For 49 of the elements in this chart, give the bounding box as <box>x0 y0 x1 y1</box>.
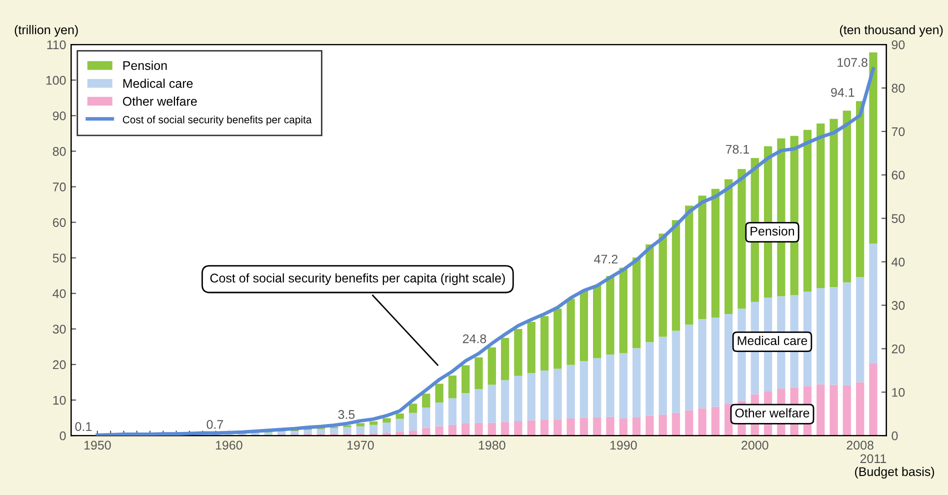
y-tick-label: 0 <box>60 431 66 440</box>
legend-label: Other welfare <box>122 96 197 106</box>
y-tick-label: 20 <box>52 360 66 370</box>
total-label: 78.1 <box>726 144 750 154</box>
total-label: 47.2 <box>594 254 618 264</box>
x-tick-label: 2000 <box>742 440 768 450</box>
y-tick-label: 60 <box>52 218 66 227</box>
y2-tick-label: 20 <box>892 344 905 354</box>
x-tick-label: 2011 <box>860 454 886 464</box>
total-label: 94.1 <box>831 88 854 97</box>
x-tick-label: 2008 <box>846 440 874 450</box>
y2-tick-label: 70 <box>892 127 905 136</box>
y-tick-label: 70 <box>52 182 66 192</box>
x-tick-label: 1990 <box>610 440 637 450</box>
total-label: 3.5 <box>338 410 355 419</box>
y2-tick-label: 10 <box>892 388 905 397</box>
annotation: Cost of social security benefits per capita (right scale) <box>210 273 505 286</box>
x-tick-label: 1970 <box>347 440 374 450</box>
legend-label: Medical care <box>123 78 193 88</box>
annotation: Other welfare <box>735 408 810 418</box>
y2-tick-label: 40 <box>892 258 905 266</box>
y2-tick-label: 50 <box>892 214 905 223</box>
y-tick-label: 50 <box>52 254 66 262</box>
text: (Budget basis) <box>855 466 934 479</box>
y-tick-label: 80 <box>52 147 66 156</box>
y-tick-label: 90 <box>52 111 66 120</box>
y2-tick-label: 80 <box>892 84 905 93</box>
y2-tick-label: 90 <box>892 40 905 50</box>
y-tick-label: 30 <box>52 324 66 334</box>
y-tick-label: 40 <box>52 289 66 298</box>
total-label: 24.8 <box>462 334 486 344</box>
annotation: Medical care <box>738 336 808 346</box>
total-label: 107.8 <box>838 58 868 67</box>
y-tick-label: 10 <box>53 396 66 405</box>
y2-tick-label: 30 <box>892 301 905 310</box>
annotation: Pension <box>750 226 794 236</box>
y-tick-label: 100 <box>46 76 66 85</box>
y-axis-title: (trillion yen) <box>14 25 78 37</box>
legend-label: Pension <box>123 60 167 70</box>
x-tick-label: 1980 <box>478 440 506 450</box>
legend-label: Cost of social security benefits per capita <box>122 116 312 126</box>
x-tick-label: 1950 <box>84 440 111 450</box>
y-tick-label: 110 <box>47 40 66 50</box>
total-label: 0.1 <box>75 422 92 431</box>
x-tick-label: 1960 <box>216 440 242 450</box>
y2-tick-label: 60 <box>892 170 905 180</box>
total-label: 0.7 <box>206 420 224 429</box>
y2-tick-label: 0 <box>892 431 898 440</box>
y2-axis-title: (ten thousand yen) <box>840 25 943 37</box>
